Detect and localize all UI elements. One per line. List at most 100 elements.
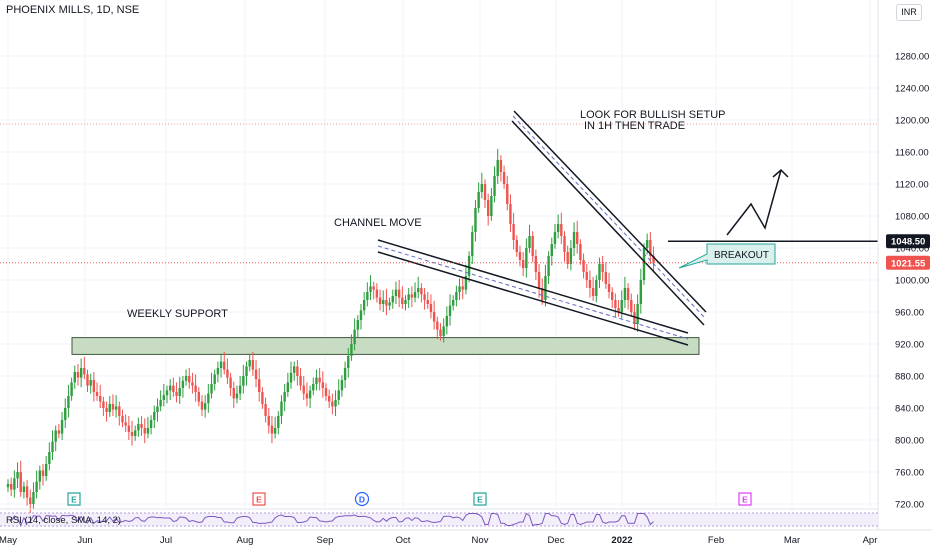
candle-body	[223, 361, 226, 370]
candle-body	[407, 294, 410, 300]
candle-body	[289, 372, 293, 383]
candle-body	[51, 441, 54, 452]
candle-body	[531, 236, 534, 256]
candle-body	[99, 396, 102, 402]
breakout-label: BREAKOUT	[714, 250, 769, 261]
candle-body	[483, 184, 487, 200]
candle-body	[22, 486, 26, 492]
candle-body	[579, 244, 582, 260]
channel-move-label: CHANNEL MOVE	[334, 217, 422, 229]
bullish-setup-label-line2: IN 1H THEN TRADE	[584, 120, 685, 132]
candle-body	[331, 401, 334, 407]
candle-body	[60, 420, 64, 434]
candle-body	[426, 300, 429, 304]
candle-body	[547, 256, 550, 276]
candle-body	[258, 379, 261, 392]
candle-body	[553, 232, 557, 244]
candle-body	[283, 392, 286, 402]
candle-body	[238, 385, 242, 394]
candle-body	[143, 428, 146, 434]
candle-body	[356, 320, 359, 330]
candle-body	[404, 300, 407, 304]
price-axis[interactable]: 720.00 760.00 800.00 840.00 880.00 920.00 960.…	[0, 0, 930, 530]
candle-body	[86, 374, 89, 386]
price-tick-label: 1280.00	[895, 52, 929, 63]
candle-body	[89, 380, 92, 386]
candle-body	[493, 176, 496, 196]
candle-body	[442, 326, 445, 336]
candle-body	[499, 160, 503, 172]
candle-body	[550, 244, 553, 256]
candle-body	[118, 406, 121, 416]
candle-body	[156, 406, 159, 412]
candle-body	[353, 329, 356, 344]
candle-body	[57, 430, 61, 434]
candle-body	[32, 492, 35, 504]
candle-body	[591, 288, 595, 296]
candle-body	[162, 395, 166, 400]
candle-body	[420, 288, 423, 295]
candle-body	[611, 292, 614, 300]
bullish-setup-label-line1: LOOK FOR BULLISH SETUP	[580, 109, 725, 121]
price-tick-label: 1120.00	[895, 180, 929, 191]
candle-body	[502, 172, 506, 184]
earnings-marker	[738, 492, 752, 506]
time-tick-label: Jul	[160, 535, 172, 546]
support-zone-layer	[71, 337, 700, 355]
candle-body	[153, 412, 156, 420]
candle-body	[29, 497, 32, 504]
candle-body	[79, 368, 83, 378]
candle-body	[108, 404, 111, 412]
candle-body	[496, 160, 499, 176]
candle-body	[372, 286, 375, 290]
candle-body	[44, 464, 48, 476]
wedge-lower-line	[511, 120, 705, 326]
candle-body	[226, 369, 229, 378]
currency-badge[interactable]: INR	[896, 4, 922, 21]
price-tick-label: 1080.00	[895, 212, 929, 223]
candle-body	[191, 382, 194, 386]
candle-body	[645, 240, 649, 248]
time-axis[interactable]: May Jun Jul Aug Sep Oct Nov Dec 2022 Feb Mar Apr	[0, 529, 932, 546]
rsi-pane: RSI (14, close, SMA, 14, 2)	[0, 508, 878, 527]
level-price-value: 1048.50	[891, 237, 925, 248]
candle-body	[165, 390, 169, 396]
candle-body	[486, 200, 490, 216]
candle-body	[140, 424, 143, 428]
candle-body	[417, 288, 420, 292]
candle-body	[38, 470, 41, 482]
candle-body	[525, 248, 528, 268]
candle-body	[130, 432, 134, 436]
weekly-support-zone	[71, 337, 700, 355]
candle-body	[626, 288, 630, 300]
candle-body	[159, 400, 162, 407]
candle-body	[254, 369, 258, 380]
time-tick-label: Mar	[784, 535, 800, 546]
candle-body	[210, 384, 213, 394]
annotation-labels: WEEKLY SUPPORT CHANNEL MOVE LOOK FOR BULLI…	[127, 109, 776, 320]
time-tick-label: Feb	[708, 535, 724, 546]
channel-upper-line	[377, 239, 689, 334]
candle-body	[432, 312, 436, 322]
candle-body	[95, 392, 99, 396]
candle-body	[391, 296, 394, 303]
candle-body	[296, 366, 299, 376]
candle-body	[413, 292, 417, 298]
candle-body	[312, 384, 315, 391]
candle-body	[13, 478, 16, 490]
candle-body	[452, 300, 455, 306]
candle-body	[537, 272, 541, 288]
candle-body	[388, 302, 391, 306]
candle-body	[448, 305, 452, 316]
candle-body	[455, 292, 458, 300]
candle-body	[168, 385, 172, 391]
candle-body	[576, 232, 579, 244]
candle-body	[477, 192, 480, 208]
price-tick-label: 960.00	[895, 308, 924, 319]
candle-body	[235, 393, 239, 399]
event-marker-label: E	[71, 495, 77, 505]
price-tick-label: 800.00	[895, 436, 924, 447]
price-tick-label: 920.00	[895, 340, 924, 351]
